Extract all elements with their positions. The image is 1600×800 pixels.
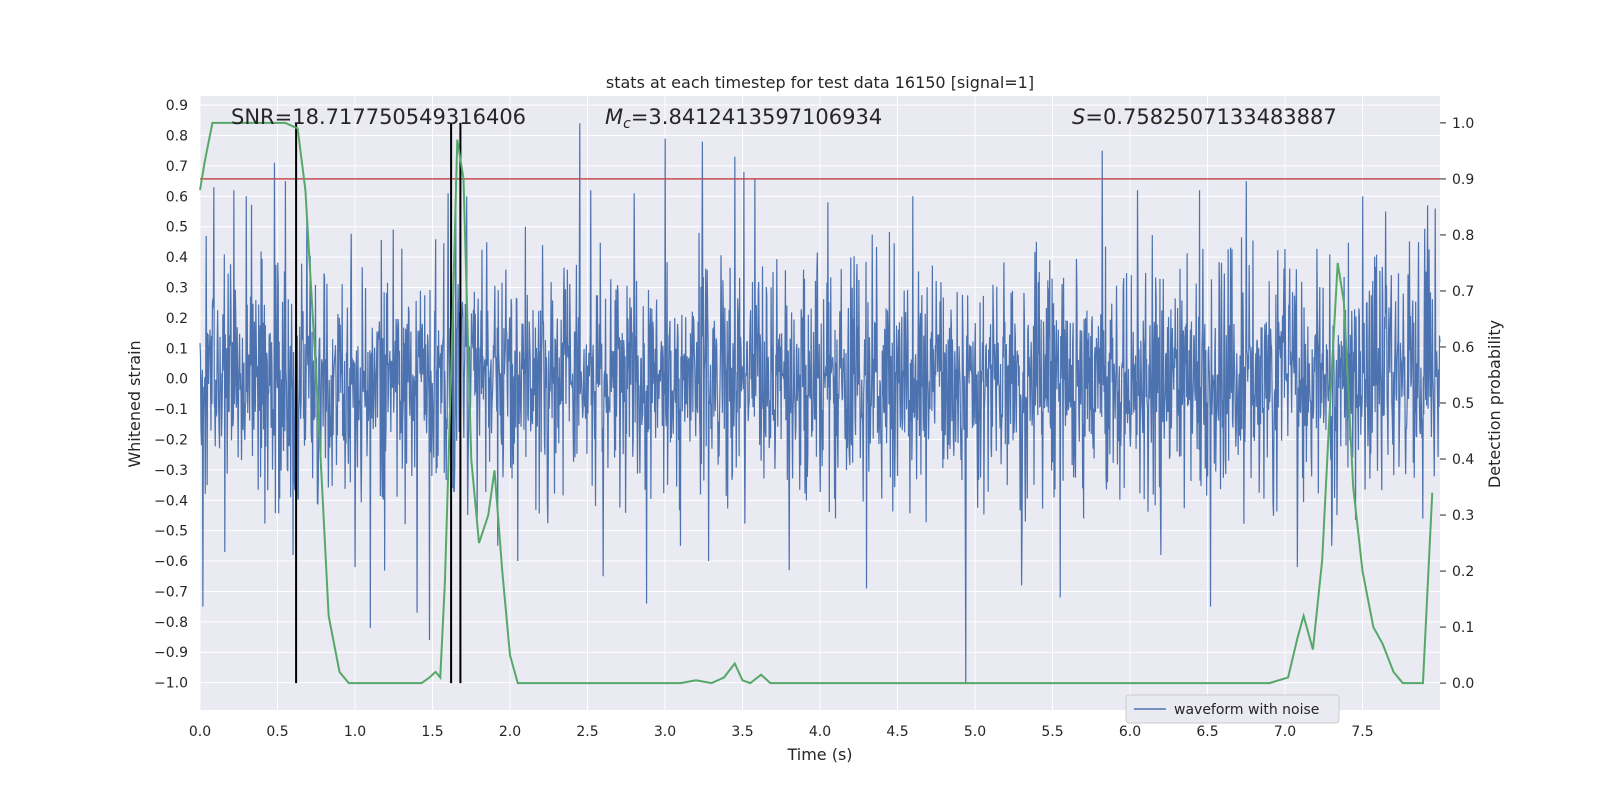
y-tick-label: −0.6 — [154, 554, 188, 570]
x-tick-label: 6.5 — [1196, 724, 1218, 740]
y-tick-label: −0.3 — [154, 463, 188, 479]
x-tick-label: 5.0 — [964, 724, 986, 740]
y-tick-label: −0.8 — [154, 615, 188, 631]
x-tick-label: 0.5 — [266, 724, 288, 740]
x-tick-label: 5.5 — [1041, 724, 1063, 740]
y2-tick-label: 0.2 — [1452, 564, 1474, 580]
mc-symbol: M — [605, 105, 623, 129]
y-tick-label: −0.2 — [154, 432, 188, 448]
y-tick-label: 0.3 — [166, 280, 188, 296]
x-tick-label: 7.5 — [1351, 724, 1373, 740]
x-tick-label: 3.0 — [654, 724, 676, 740]
x-tick-label: 4.0 — [809, 724, 831, 740]
y2-axis-ticks: 0.0 0.1 0.2 0.3 0.4 0.5 0.6 0.7 0.8 0.9 1.0 — [1440, 116, 1474, 692]
y-axis-ticks: −1.0 −0.9 −0.8 −0.7 −0.6 −0.5 −0.4 −0.3 −0.2 −0.1… — [154, 98, 188, 692]
y2-tick-label: 0.3 — [1452, 508, 1474, 524]
y-tick-label: 0.5 — [166, 220, 188, 236]
probability-series — [199, 121, 1434, 685]
y2-tick-label: 0.4 — [1452, 452, 1474, 468]
y2-tick-label: 0.5 — [1452, 396, 1474, 412]
legend-box — [1125, 694, 1340, 724]
x-tick-label: 1.5 — [421, 724, 443, 740]
mc-annotation: Mc=3.8412413597106934 — [605, 105, 882, 132]
y2-tick-label: 0.6 — [1452, 340, 1474, 356]
y-tick-label: −0.5 — [154, 524, 188, 540]
probability-line — [199, 121, 1434, 685]
y-tick-label: −0.9 — [154, 645, 188, 661]
x-tick-label: 2.0 — [499, 724, 521, 740]
chart-title: stats at each timestep for test data 161… — [606, 73, 1034, 92]
y-tick-label: −0.1 — [154, 402, 188, 418]
y2-tick-label: 1.0 — [1452, 116, 1474, 132]
x-tick-label: 7.0 — [1274, 724, 1296, 740]
waveform-series — [199, 123, 1441, 683]
legend-label: waveform with noise — [1174, 702, 1319, 718]
y-tick-label: −0.4 — [154, 493, 188, 509]
waveform-line — [199, 123, 1441, 683]
s-value: =0.7582507133483887 — [1085, 105, 1336, 129]
x-tick-label: 2.5 — [576, 724, 598, 740]
y-tick-label: 0.9 — [166, 98, 188, 114]
y-tick-label: 0.2 — [166, 311, 188, 327]
x-axis-ticks: 0.0 0.5 1.0 1.5 2.0 2.5 3.0 3.5 4.0 4.5 5.0 5.5 6.0 6… — [189, 724, 1374, 740]
y2-tick-label: 0.7 — [1452, 284, 1474, 300]
y2-axis-label: Detection probability — [1485, 320, 1504, 488]
x-tick-label: 1.0 — [344, 724, 366, 740]
y-tick-label: 0.1 — [166, 341, 188, 357]
snr-annotation: SNR=18.717750549316406 — [231, 105, 526, 129]
x-tick-label: 3.5 — [731, 724, 753, 740]
x-tick-label: 0.0 — [189, 724, 211, 740]
x-tick-label: 4.5 — [886, 724, 908, 740]
y-tick-label: 0.6 — [166, 189, 188, 205]
y-tick-label: 0.8 — [166, 129, 188, 145]
y-tick-label: 0.7 — [166, 159, 188, 175]
y2-tick-label: 0.8 — [1452, 228, 1474, 244]
y-tick-label: 0.0 — [166, 372, 188, 388]
s-symbol: S — [1072, 105, 1085, 129]
y2-tick-label: 0.0 — [1452, 676, 1474, 692]
mc-value: =3.8412413597106934 — [631, 105, 882, 129]
s-annotation: S=0.7582507133483887 — [1072, 105, 1337, 129]
y2-tick-label: 0.1 — [1452, 620, 1474, 636]
mc-subscript: c — [623, 116, 631, 132]
legend: waveform with noise — [1125, 694, 1340, 724]
y-tick-label: −1.0 — [154, 676, 188, 692]
x-axis-label: Time (s) — [786, 745, 852, 764]
y2-tick-label: 0.9 — [1452, 172, 1474, 188]
y-tick-label: 0.4 — [166, 250, 188, 266]
y-tick-label: −0.7 — [154, 584, 188, 600]
y-axis-label: Whitened strain — [125, 340, 144, 467]
x-tick-label: 6.0 — [1119, 724, 1141, 740]
